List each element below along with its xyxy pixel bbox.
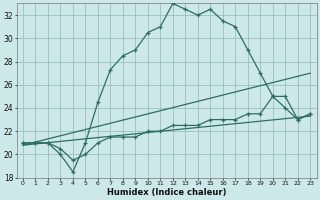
- X-axis label: Humidex (Indice chaleur): Humidex (Indice chaleur): [107, 188, 226, 197]
